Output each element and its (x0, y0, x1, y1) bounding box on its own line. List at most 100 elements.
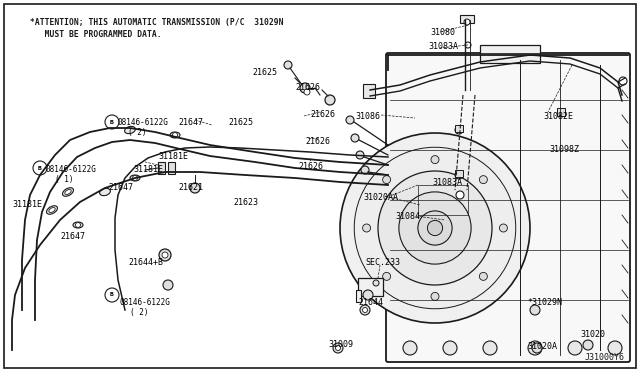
Circle shape (373, 280, 379, 286)
Circle shape (335, 346, 340, 350)
Text: 31020: 31020 (580, 330, 605, 339)
Text: B: B (110, 119, 114, 125)
Text: B: B (38, 166, 42, 170)
Text: SEC.233: SEC.233 (365, 258, 400, 267)
Text: 21626: 21626 (310, 110, 335, 119)
Circle shape (76, 222, 81, 228)
Text: 08146-6122G: 08146-6122G (118, 118, 169, 127)
Bar (455, 125, 463, 132)
Text: 21626: 21626 (295, 83, 320, 92)
Text: ( 2): ( 2) (128, 128, 147, 137)
Text: 21644+B: 21644+B (128, 258, 163, 267)
Circle shape (378, 171, 492, 285)
Text: 31181E: 31181E (158, 152, 188, 161)
Circle shape (383, 272, 390, 280)
Text: 31086: 31086 (355, 112, 380, 121)
Circle shape (351, 134, 359, 142)
Circle shape (455, 171, 463, 179)
Circle shape (532, 343, 542, 353)
Text: 08146-6122G: 08146-6122G (45, 165, 96, 174)
Bar (363, 84, 375, 98)
Circle shape (530, 305, 540, 315)
Circle shape (383, 176, 390, 184)
Circle shape (33, 161, 47, 175)
Text: 31020A: 31020A (527, 342, 557, 351)
Text: 31181E: 31181E (133, 165, 163, 174)
Circle shape (363, 224, 371, 232)
Text: 31084: 31084 (395, 212, 420, 221)
Text: 21621: 21621 (178, 183, 203, 192)
Ellipse shape (65, 190, 71, 195)
Bar (168, 162, 175, 174)
Text: ( 1): ( 1) (55, 175, 74, 184)
Circle shape (173, 132, 177, 138)
Ellipse shape (73, 222, 83, 228)
Text: ( 2): ( 2) (130, 308, 148, 317)
Ellipse shape (125, 126, 136, 134)
Text: 21644: 21644 (358, 298, 383, 307)
Bar (356, 290, 361, 302)
Circle shape (568, 341, 582, 355)
Text: 21626: 21626 (298, 162, 323, 171)
Ellipse shape (100, 188, 110, 196)
Circle shape (428, 220, 443, 235)
Text: *31029N: *31029N (527, 298, 562, 307)
FancyBboxPatch shape (386, 53, 630, 362)
Text: 08146-6122G: 08146-6122G (120, 298, 171, 307)
Circle shape (340, 133, 530, 323)
Text: 21647: 21647 (60, 232, 85, 241)
Circle shape (418, 211, 452, 245)
Circle shape (360, 305, 370, 315)
Text: 21647: 21647 (178, 118, 203, 127)
Circle shape (105, 115, 119, 129)
Ellipse shape (170, 132, 180, 138)
Circle shape (443, 341, 457, 355)
Text: 31080: 31080 (430, 28, 455, 37)
Bar (455, 170, 463, 177)
Circle shape (361, 166, 369, 174)
Text: 31083A: 31083A (432, 178, 462, 187)
Circle shape (465, 42, 471, 48)
Circle shape (355, 147, 516, 309)
Circle shape (431, 292, 439, 301)
Bar (418, 185, 468, 215)
Circle shape (608, 341, 622, 355)
Circle shape (479, 176, 488, 184)
Circle shape (300, 83, 310, 93)
Circle shape (356, 151, 364, 159)
Circle shape (464, 19, 470, 25)
Circle shape (363, 290, 373, 300)
Bar (158, 162, 165, 174)
Text: 31082E: 31082E (543, 112, 573, 121)
Circle shape (455, 126, 463, 134)
Text: 21625: 21625 (252, 68, 277, 77)
Text: 21625: 21625 (228, 118, 253, 127)
Text: 21647: 21647 (108, 183, 133, 192)
Circle shape (499, 224, 508, 232)
Text: 31098Z: 31098Z (549, 145, 579, 154)
Circle shape (403, 341, 417, 355)
Circle shape (159, 249, 171, 261)
Bar (358, 278, 383, 296)
Circle shape (105, 288, 119, 302)
Circle shape (456, 191, 464, 199)
Bar (460, 15, 474, 23)
Circle shape (346, 116, 354, 124)
Text: 31020AA: 31020AA (363, 193, 398, 202)
Ellipse shape (49, 208, 55, 212)
Bar (480, 45, 540, 63)
Text: 31083A: 31083A (428, 42, 458, 51)
Circle shape (284, 61, 292, 69)
Circle shape (483, 341, 497, 355)
Circle shape (162, 252, 168, 258)
Ellipse shape (130, 175, 140, 181)
Text: 21623: 21623 (233, 198, 258, 207)
Circle shape (619, 77, 627, 85)
Circle shape (528, 341, 542, 355)
Circle shape (325, 95, 335, 105)
Circle shape (362, 308, 367, 312)
Text: 21626: 21626 (305, 137, 330, 146)
Circle shape (333, 343, 343, 353)
Circle shape (479, 272, 488, 280)
Ellipse shape (63, 188, 74, 196)
